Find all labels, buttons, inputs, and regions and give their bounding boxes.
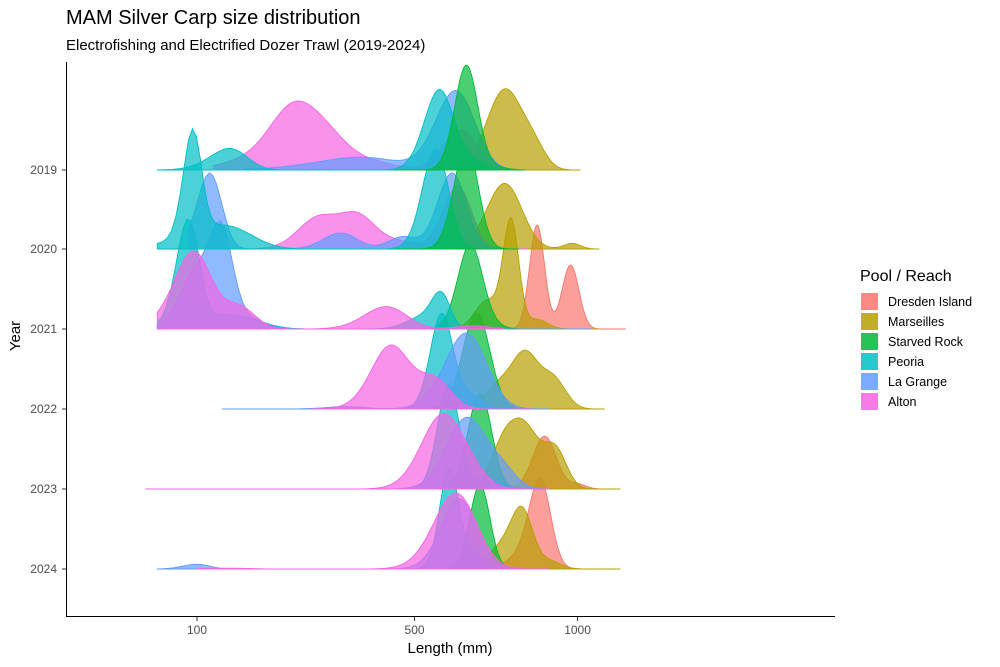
ridge-2022-alton: [310, 344, 532, 410]
ridge-2019-starved-rock: [394, 64, 526, 171]
legend-key-la-grange: [861, 373, 878, 390]
legend-key-starved-rock: [861, 333, 878, 350]
legend-key-peoria: [861, 353, 878, 370]
y-tick-label: 2021: [30, 322, 57, 336]
x-axis-ticks: 100 500 1000: [187, 617, 591, 637]
x-tick-label: 100: [187, 623, 207, 637]
legend-label: Peoria: [888, 355, 924, 369]
ridge-layer: [145, 64, 626, 570]
ridge-2024-alton: [196, 492, 549, 570]
ridge-2021-alton: [156, 250, 504, 330]
y-tick-label: 2022: [30, 402, 57, 416]
legend-key-marseilles: [861, 313, 878, 330]
legend-title: Pool / Reach: [860, 268, 952, 285]
ridge-2021-dresden-island: [506, 224, 626, 330]
legend-label: La Grange: [888, 375, 947, 389]
y-tick-label: 2024: [30, 562, 57, 576]
legend-label: Dresden Island: [888, 295, 972, 309]
legend-label: Starved Rock: [888, 335, 964, 349]
ridge-2023-alton: [145, 413, 549, 490]
x-tick-label: 500: [405, 623, 425, 637]
y-axis-title: Year: [7, 321, 24, 351]
y-tick-label: 2019: [30, 163, 57, 177]
y-axis-ticks: 2019 2020 2021 2022 2023 2024: [30, 163, 66, 576]
legend-key-dresden-island: [861, 293, 878, 310]
legend-label: Alton: [888, 395, 917, 409]
y-tick-label: 2020: [30, 242, 57, 256]
x-axis-title: Length (mm): [407, 640, 492, 657]
chart-subtitle: Electrofishing and Electrified Dozer Tra…: [66, 37, 425, 54]
chart-title: MAM Silver Carp size distribution: [66, 7, 361, 29]
legend-key-alton: [861, 393, 878, 410]
legend-label: Marseilles: [888, 315, 944, 329]
x-tick-label: 1000: [564, 623, 591, 637]
legend: Pool / Reach Dresden Island Marseilles Sta…: [860, 268, 972, 410]
y-tick-label: 2023: [30, 482, 57, 496]
